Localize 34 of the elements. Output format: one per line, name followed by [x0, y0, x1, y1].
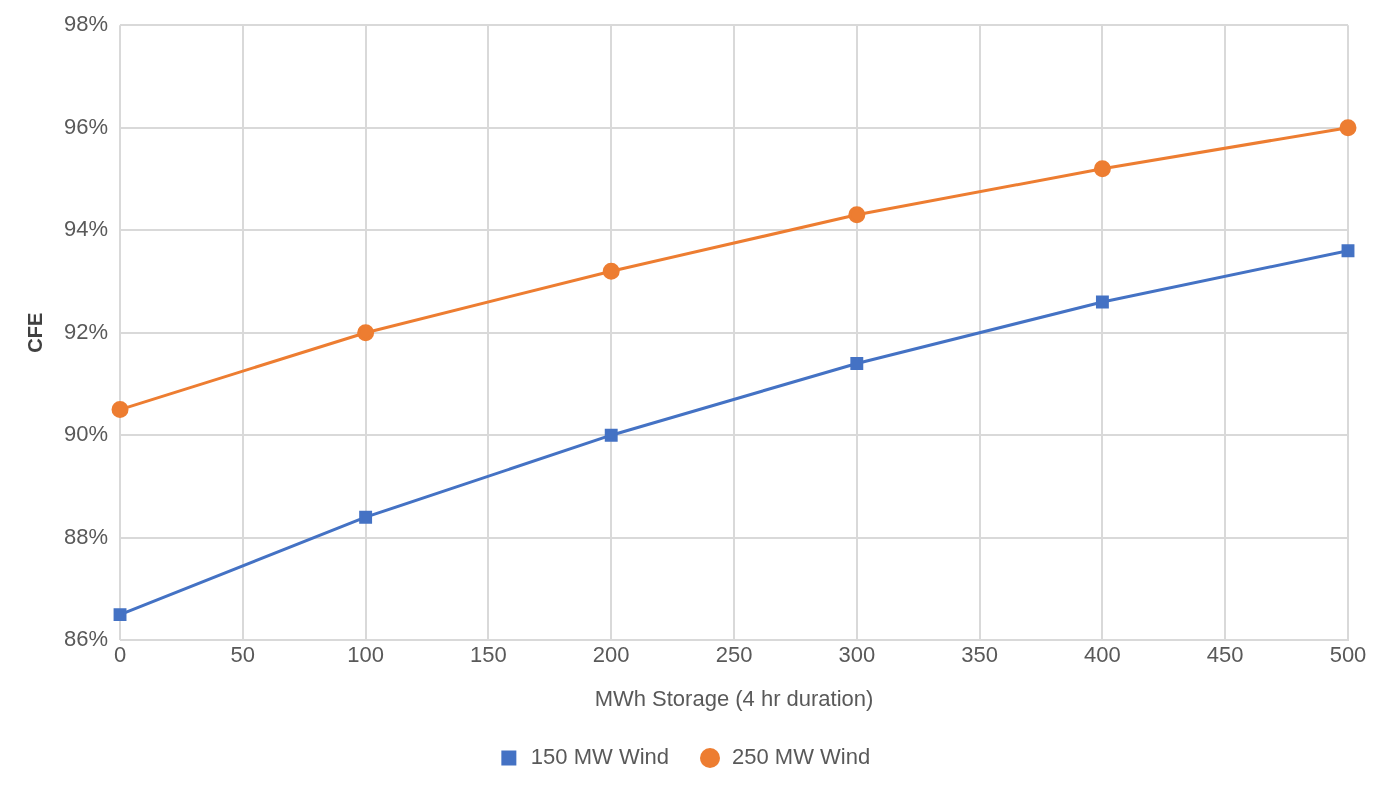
x-tick-label: 150	[470, 642, 507, 668]
y-tick-label: 96%	[63, 113, 109, 139]
y-tick-label: 98%	[63, 11, 109, 37]
point	[848, 206, 866, 224]
x-tick-label: 250	[715, 642, 753, 668]
y-tick-label: 94%	[63, 216, 109, 242]
x-tick-label: 50	[230, 642, 256, 668]
point	[1341, 244, 1355, 258]
y-tick-label: 92%	[63, 318, 109, 344]
x-tick-label: 350	[961, 642, 998, 668]
point	[111, 401, 129, 419]
x-tick-label: 200	[592, 642, 630, 668]
point	[602, 262, 620, 280]
x-tick-label: 0	[113, 642, 127, 668]
point	[1095, 295, 1109, 309]
x-tick-label: 450	[1206, 642, 1244, 668]
point	[359, 510, 373, 524]
x-tick-label: 100	[347, 642, 384, 668]
x-axis-title: MWh Storage (4 hr duration)	[594, 685, 874, 711]
point	[850, 357, 864, 370]
y-tick-label: 88%	[63, 523, 109, 549]
legend-label: 150 MW Wind	[530, 744, 670, 770]
point	[1339, 119, 1357, 137]
y-tick-label: 86%	[63, 626, 109, 652]
x-tick-label: 400	[1084, 642, 1121, 668]
legend-label: 250 MW Wind	[732, 744, 871, 770]
y-tick-label: 90%	[63, 421, 109, 447]
point	[1093, 160, 1111, 178]
point	[357, 324, 375, 342]
point	[113, 608, 127, 622]
point	[604, 428, 618, 442]
x-tick-label: 300	[838, 642, 876, 668]
x-tick-label: 500	[1329, 642, 1367, 668]
y-axis-title: CFE	[23, 312, 46, 353]
